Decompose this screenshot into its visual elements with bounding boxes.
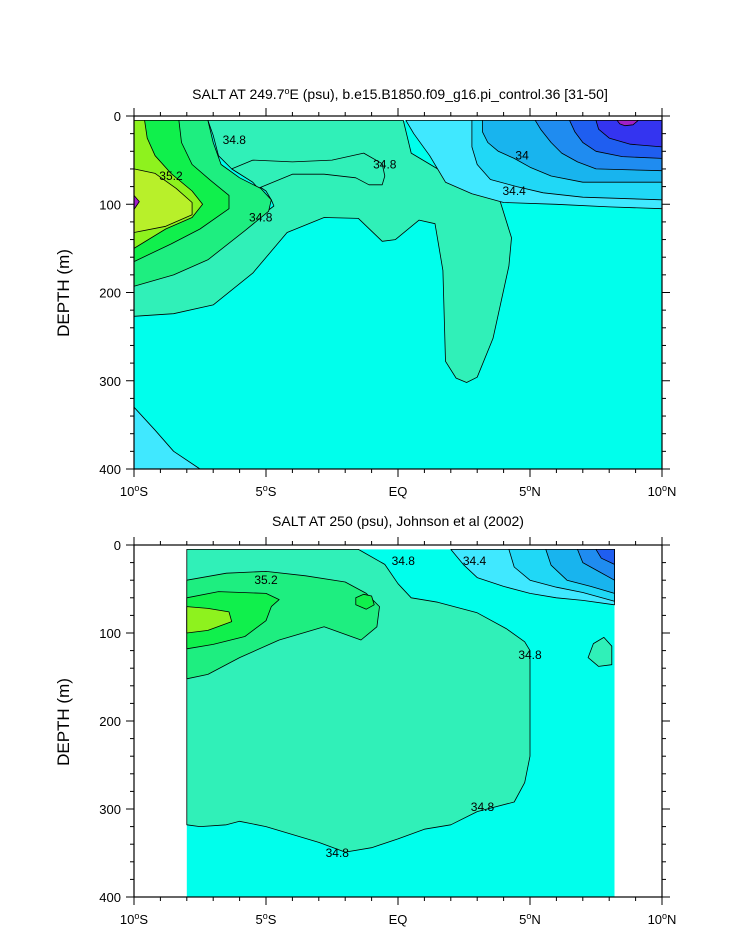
- contour-label: 34.8: [373, 158, 397, 172]
- contour-label: 34.4: [502, 184, 526, 198]
- chart-title-1: SALT AT 249.7oE (psu), b.e15.B1850.f09_g…: [192, 86, 608, 102]
- contour-fill-group-2: [186, 549, 615, 897]
- contour-label: 35.2: [254, 573, 278, 587]
- y-tick-label: 200: [99, 714, 121, 729]
- x-tick-label: 5oS: [256, 483, 277, 499]
- y-tick-label: 300: [99, 374, 121, 389]
- x-tick-label: 10oN: [648, 911, 677, 927]
- contour-label: 34.8: [392, 554, 416, 568]
- contour-region-35-4: [355, 593, 375, 610]
- contour-region-35-8: [133, 168, 193, 233]
- contour-label: 34.4: [463, 554, 487, 568]
- axis-tick-group-2: 0 100 200 300 400 10oS 5oS EQ 5oN 10oN: [99, 537, 676, 927]
- contour-region-max: [616, 120, 639, 127]
- contour-label: 35.2: [159, 169, 183, 183]
- contour-region-33-2: [595, 549, 615, 565]
- contour-region-35-0: [587, 637, 613, 667]
- y-tick-label: 200: [99, 286, 121, 301]
- y-tick-label: 0: [114, 538, 121, 553]
- contour-label: 34.8: [223, 133, 247, 147]
- y-tick-label: 300: [99, 802, 121, 817]
- contour-label: 34.8: [471, 800, 495, 814]
- x-tick-label: EQ: [389, 912, 408, 927]
- chart-title-2: SALT AT 250 (psu), Johnson et al (2002): [272, 513, 524, 529]
- y-axis-label-1: DEPTH (m): [54, 249, 73, 337]
- x-tick-label: 5oN: [519, 911, 541, 927]
- x-tick-label: 10oS: [120, 911, 148, 927]
- contour-label: 34: [515, 149, 529, 163]
- contour-label: 34.8: [326, 846, 350, 860]
- contour-fill-group-1: [133, 120, 663, 470]
- x-tick-label: 5oN: [519, 483, 541, 499]
- axis-tick-group-1: 0 100 200 300 400 10oS 5oS EQ 5oN 10oN: [99, 108, 676, 499]
- contour-label-group-1: 34.8 34.8 35.2 34.8 34 34.4: [159, 133, 529, 225]
- y-tick-label: 400: [99, 462, 121, 477]
- y-axis-label-2: DEPTH (m): [54, 678, 73, 766]
- contour-region-35-6: [186, 606, 233, 634]
- y-tick-label: 400: [99, 890, 121, 905]
- y-tick-label: 100: [99, 626, 121, 641]
- contour-region-35-0: [231, 152, 386, 189]
- contour-label: 34.8: [518, 648, 542, 662]
- contour-region-35-4: [186, 591, 280, 650]
- x-tick-label: 5oS: [256, 911, 277, 927]
- x-tick-label: 10oS: [120, 483, 148, 499]
- contour-label: 34.8: [249, 210, 273, 224]
- y-tick-label: 0: [114, 109, 121, 124]
- y-tick-label: 100: [99, 197, 121, 212]
- contour-label-group-2: 35.2 34.8 34.4 34.8 34.8 34.8: [254, 554, 542, 860]
- x-tick-label: 10oN: [648, 483, 677, 499]
- x-tick-label: EQ: [389, 484, 408, 499]
